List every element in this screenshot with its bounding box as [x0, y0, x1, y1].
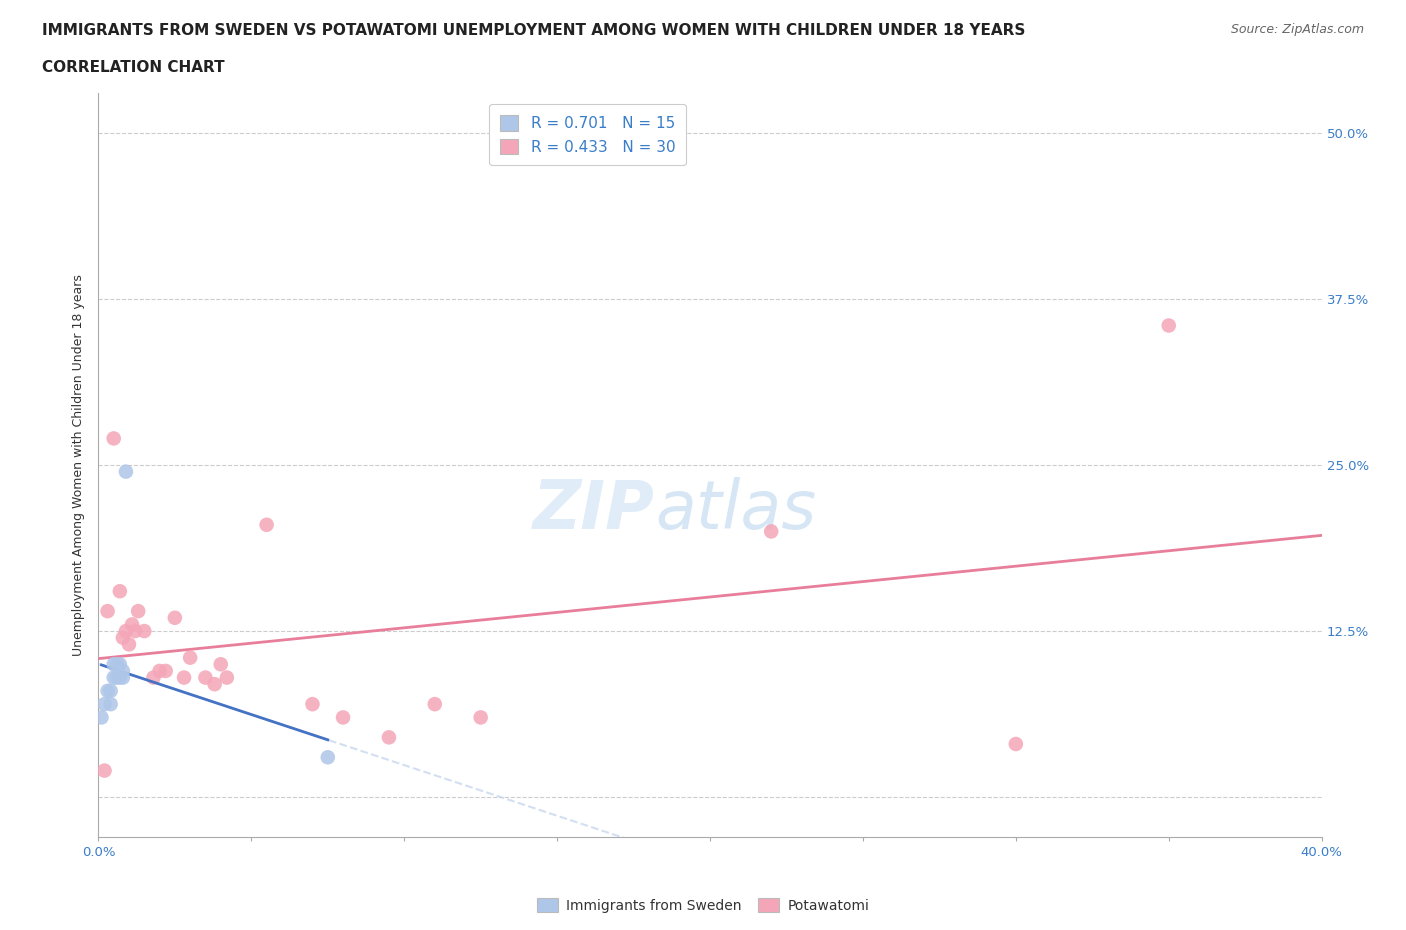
Text: Source: ZipAtlas.com: Source: ZipAtlas.com — [1230, 23, 1364, 36]
Point — [215, 671, 238, 685]
Point — [97, 684, 120, 698]
Point — [108, 671, 131, 685]
Point — [115, 464, 138, 479]
Point — [103, 671, 125, 685]
Point — [179, 650, 201, 665]
Point — [93, 697, 115, 711]
Point — [115, 624, 138, 639]
Point — [111, 631, 134, 645]
Point — [121, 617, 143, 631]
Point — [97, 604, 120, 618]
Point — [111, 663, 134, 678]
Point — [103, 431, 125, 445]
Point — [1004, 737, 1026, 751]
Text: CORRELATION CHART: CORRELATION CHART — [42, 60, 225, 75]
Point — [155, 663, 177, 678]
Point — [423, 697, 446, 711]
Point — [127, 604, 149, 618]
Point — [759, 524, 782, 538]
Point — [378, 730, 401, 745]
Point — [316, 750, 339, 764]
Point — [90, 710, 112, 724]
Point — [204, 677, 226, 692]
Point — [163, 610, 186, 625]
Point — [256, 517, 278, 532]
Y-axis label: Unemployment Among Women with Children Under 18 years: Unemployment Among Women with Children U… — [72, 274, 86, 656]
Point — [1157, 318, 1180, 333]
Point — [301, 697, 323, 711]
Point — [134, 624, 156, 639]
Point — [470, 710, 492, 724]
Point — [93, 764, 115, 778]
Point — [105, 657, 128, 671]
Point — [103, 657, 125, 671]
Legend: R = 0.701   N = 15, R = 0.433   N = 30: R = 0.701 N = 15, R = 0.433 N = 30 — [489, 104, 686, 166]
Point — [194, 671, 217, 685]
Legend: Immigrants from Sweden, Potawatomi: Immigrants from Sweden, Potawatomi — [531, 893, 875, 919]
Point — [105, 671, 128, 685]
Point — [100, 697, 122, 711]
Point — [124, 624, 146, 639]
Text: ZIP: ZIP — [533, 477, 655, 542]
Point — [108, 657, 131, 671]
Point — [111, 671, 134, 685]
Point — [149, 663, 172, 678]
Point — [142, 671, 165, 685]
Text: IMMIGRANTS FROM SWEDEN VS POTAWATOMI UNEMPLOYMENT AMONG WOMEN WITH CHILDREN UNDE: IMMIGRANTS FROM SWEDEN VS POTAWATOMI UNE… — [42, 23, 1025, 38]
Point — [108, 584, 131, 599]
Point — [118, 637, 141, 652]
Point — [100, 684, 122, 698]
Point — [173, 671, 195, 685]
Text: atlas: atlas — [655, 477, 815, 542]
Point — [209, 657, 232, 671]
Point — [332, 710, 354, 724]
